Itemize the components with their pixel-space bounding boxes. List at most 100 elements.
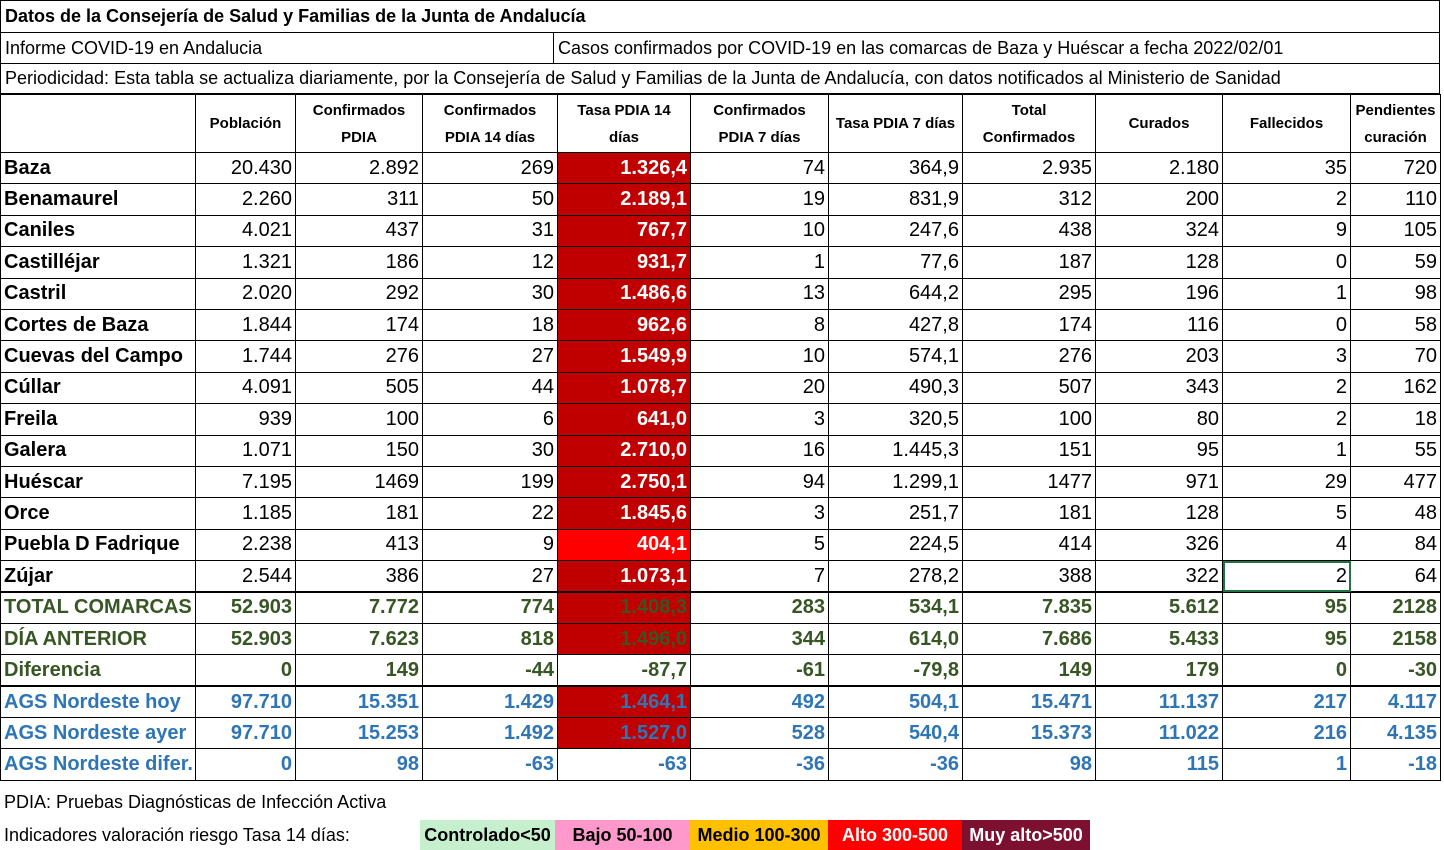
cell-confirmados-pdia[interactable]: 437 bbox=[295, 214, 423, 248]
cell-pendientes[interactable]: 110 bbox=[1350, 183, 1441, 216]
cell-tasa-7d[interactable]: 224,5 bbox=[828, 528, 963, 562]
cell-confirmados-7d[interactable]: -36 bbox=[690, 748, 829, 781]
cell-confirmados-pdia[interactable]: 186 bbox=[295, 246, 423, 279]
cell-total-confirmados[interactable]: 312 bbox=[962, 183, 1096, 216]
cell-confirmados-14d[interactable]: 30 bbox=[422, 277, 558, 310]
cell-tasa-7d[interactable]: 614,0 bbox=[828, 622, 963, 656]
cell-confirmados-7d[interactable]: 283 bbox=[690, 590, 829, 624]
cell-tasa-7d[interactable]: -79,8 bbox=[828, 654, 963, 687]
cell-tasa-7d[interactable]: 831,9 bbox=[828, 183, 963, 216]
cell-curados[interactable]: 200 bbox=[1095, 183, 1223, 216]
column-header-confirmados-7d[interactable]: Confirmados PDIA 7 días bbox=[690, 94, 829, 153]
cell-confirmados-pdia[interactable]: 2.892 bbox=[295, 151, 423, 185]
cell-tasa-14d[interactable]: 2.750,1 bbox=[557, 465, 691, 499]
cell-confirmados-pdia[interactable]: 505 bbox=[295, 371, 423, 405]
cell-fallecidos[interactable]: 1 bbox=[1222, 434, 1351, 467]
cell-tasa-7d[interactable]: 251,7 bbox=[828, 497, 963, 530]
cell-fallecidos[interactable]: 0 bbox=[1222, 654, 1351, 687]
cell-tasa-7d[interactable]: 644,2 bbox=[828, 277, 963, 310]
row-label[interactable]: TOTAL COMARCAS bbox=[0, 590, 196, 624]
cell-fallecidos[interactable]: 95 bbox=[1222, 622, 1351, 656]
cell-curados[interactable]: 11.137 bbox=[1095, 685, 1223, 719]
cell-fallecidos[interactable]: 3 bbox=[1222, 340, 1351, 373]
row-label[interactable]: Freila bbox=[0, 403, 196, 436]
cell-fallecidos[interactable]: 2 bbox=[1222, 371, 1351, 405]
row-label[interactable]: Cuevas del Campo bbox=[0, 340, 196, 373]
cell-tasa-7d[interactable]: 278,2 bbox=[828, 560, 963, 593]
report-subject-cell[interactable]: Casos confirmados por COVID-19 en las co… bbox=[554, 38, 1283, 59]
cell-pendientes[interactable]: 18 bbox=[1350, 403, 1441, 436]
cell-tasa-14d[interactable]: -63 bbox=[557, 748, 691, 781]
cell-total-confirmados[interactable]: 181 bbox=[962, 497, 1096, 530]
cell-fallecidos[interactable]: 29 bbox=[1222, 465, 1351, 499]
cell-poblacion[interactable]: 1.071 bbox=[195, 434, 296, 467]
cell-confirmados-pdia[interactable]: 150 bbox=[295, 434, 423, 467]
cell-fallecidos[interactable]: 2 bbox=[1222, 403, 1351, 436]
cell-tasa-14d[interactable]: 1.486,6 bbox=[557, 277, 691, 310]
cell-curados[interactable]: 179 bbox=[1095, 654, 1223, 687]
cell-tasa-7d[interactable]: 540,4 bbox=[828, 717, 963, 750]
cell-confirmados-7d[interactable]: 74 bbox=[690, 151, 829, 185]
cell-tasa-7d[interactable]: -36 bbox=[828, 748, 963, 781]
cell-fallecidos[interactable]: 216 bbox=[1222, 717, 1351, 750]
cell-pendientes[interactable]: -30 bbox=[1350, 654, 1441, 687]
cell-confirmados-7d[interactable]: 7 bbox=[690, 560, 829, 593]
cell-confirmados-7d[interactable]: 94 bbox=[690, 465, 829, 499]
cell-total-confirmados[interactable]: 187 bbox=[962, 246, 1096, 279]
cell-confirmados-14d[interactable]: 1.429 bbox=[422, 685, 558, 719]
cell-total-confirmados[interactable]: 295 bbox=[962, 277, 1096, 310]
cell-tasa-7d[interactable]: 320,5 bbox=[828, 403, 963, 436]
cell-curados[interactable]: 128 bbox=[1095, 246, 1223, 279]
cell-tasa-7d[interactable]: 574,1 bbox=[828, 340, 963, 373]
cell-curados[interactable]: 326 bbox=[1095, 528, 1223, 562]
row-label[interactable]: AGS Nordeste difer. bbox=[0, 748, 196, 781]
cell-pendientes[interactable]: 55 bbox=[1350, 434, 1441, 467]
cell-confirmados-14d[interactable]: 31 bbox=[422, 214, 558, 248]
cell-curados[interactable]: 11.022 bbox=[1095, 717, 1223, 750]
cell-total-confirmados[interactable]: 1477 bbox=[962, 465, 1096, 499]
cell-total-confirmados[interactable]: 507 bbox=[962, 371, 1096, 405]
row-label[interactable]: Galera bbox=[0, 434, 196, 467]
cell-confirmados-14d[interactable]: 44 bbox=[422, 371, 558, 405]
cell-total-confirmados[interactable]: 15.373 bbox=[962, 717, 1096, 750]
column-header-confirmados-pdia[interactable]: Confirmados PDIA bbox=[295, 94, 423, 153]
cell-poblacion[interactable]: 52.903 bbox=[195, 590, 296, 624]
cell-poblacion[interactable]: 2.544 bbox=[195, 560, 296, 593]
cell-poblacion[interactable]: 1.744 bbox=[195, 340, 296, 373]
cell-confirmados-7d[interactable]: 3 bbox=[690, 403, 829, 436]
cell-confirmados-pdia[interactable]: 386 bbox=[295, 560, 423, 593]
cell-confirmados-pdia[interactable]: 98 bbox=[295, 748, 423, 781]
cell-confirmados-14d[interactable]: 199 bbox=[422, 465, 558, 499]
cell-confirmados-7d[interactable]: 20 bbox=[690, 371, 829, 405]
periodicity-note[interactable]: Periodicidad: Esta tabla se actualiza di… bbox=[0, 63, 1440, 94]
cell-curados[interactable]: 2.180 bbox=[1095, 151, 1223, 185]
cell-pendientes[interactable]: 720 bbox=[1350, 151, 1441, 185]
cell-curados[interactable]: 128 bbox=[1095, 497, 1223, 530]
cell-confirmados-pdia[interactable]: 413 bbox=[295, 528, 423, 562]
cell-fallecidos[interactable]: 9 bbox=[1222, 214, 1351, 248]
cell-curados[interactable]: 115 bbox=[1095, 748, 1223, 781]
cell-poblacion[interactable]: 939 bbox=[195, 403, 296, 436]
cell-curados[interactable]: 5.433 bbox=[1095, 622, 1223, 656]
cell-confirmados-pdia[interactable]: 276 bbox=[295, 340, 423, 373]
cell-fallecidos[interactable]: 1 bbox=[1222, 277, 1351, 310]
cell-confirmados-14d[interactable]: -63 bbox=[422, 748, 558, 781]
column-header-total-confirmados[interactable]: Total Confirmados bbox=[962, 94, 1096, 153]
cell-tasa-7d[interactable]: 1.445,3 bbox=[828, 434, 963, 467]
cell-total-confirmados[interactable]: 98 bbox=[962, 748, 1096, 781]
cell-tasa-14d[interactable]: -87,7 bbox=[557, 654, 691, 687]
cell-confirmados-pdia[interactable]: 15.351 bbox=[295, 685, 423, 719]
cell-total-confirmados[interactable]: 7.835 bbox=[962, 590, 1096, 624]
cell-confirmados-pdia[interactable]: 7.623 bbox=[295, 622, 423, 656]
cell-confirmados-pdia[interactable]: 149 bbox=[295, 654, 423, 687]
cell-tasa-14d[interactable]: 404,1 bbox=[557, 528, 691, 562]
cell-curados[interactable]: 196 bbox=[1095, 277, 1223, 310]
cell-tasa-14d[interactable]: 1.549,9 bbox=[557, 340, 691, 373]
cell-poblacion[interactable]: 1.844 bbox=[195, 308, 296, 342]
row-label[interactable]: Benamaurel bbox=[0, 183, 196, 216]
cell-confirmados-pdia[interactable]: 311 bbox=[295, 183, 423, 216]
cell-tasa-7d[interactable]: 364,9 bbox=[828, 151, 963, 185]
cell-pendientes[interactable]: 4.135 bbox=[1350, 717, 1441, 750]
cell-total-confirmados[interactable]: 174 bbox=[962, 308, 1096, 342]
row-label[interactable]: Castilléjar bbox=[0, 246, 196, 279]
